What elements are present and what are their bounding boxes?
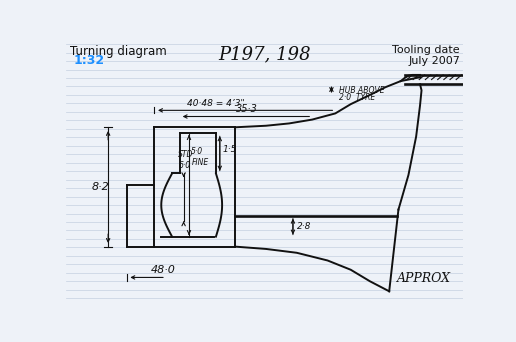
Text: Turning diagram: Turning diagram (70, 45, 166, 58)
Text: 1·5: 1·5 (222, 145, 236, 154)
Text: HUB ABOVE: HUB ABOVE (339, 86, 385, 95)
Text: P197, 198: P197, 198 (218, 45, 311, 63)
Text: 5·0
FINE: 5·0 FINE (191, 147, 208, 167)
Text: 2·8: 2·8 (297, 222, 311, 231)
Text: APPROX: APPROX (397, 272, 451, 285)
Text: 1:32: 1:32 (73, 54, 105, 67)
Text: 35·3: 35·3 (236, 104, 257, 114)
Text: 8·2: 8·2 (91, 182, 109, 192)
Text: 2·0  TYRE: 2·0 TYRE (339, 93, 375, 102)
Text: STD
6·0: STD 6·0 (178, 149, 194, 170)
Text: 48·0: 48·0 (151, 265, 175, 275)
Text: 40·48 = 4’3": 40·48 = 4’3" (187, 99, 245, 108)
Text: Tooling date
July 2007: Tooling date July 2007 (392, 45, 460, 66)
